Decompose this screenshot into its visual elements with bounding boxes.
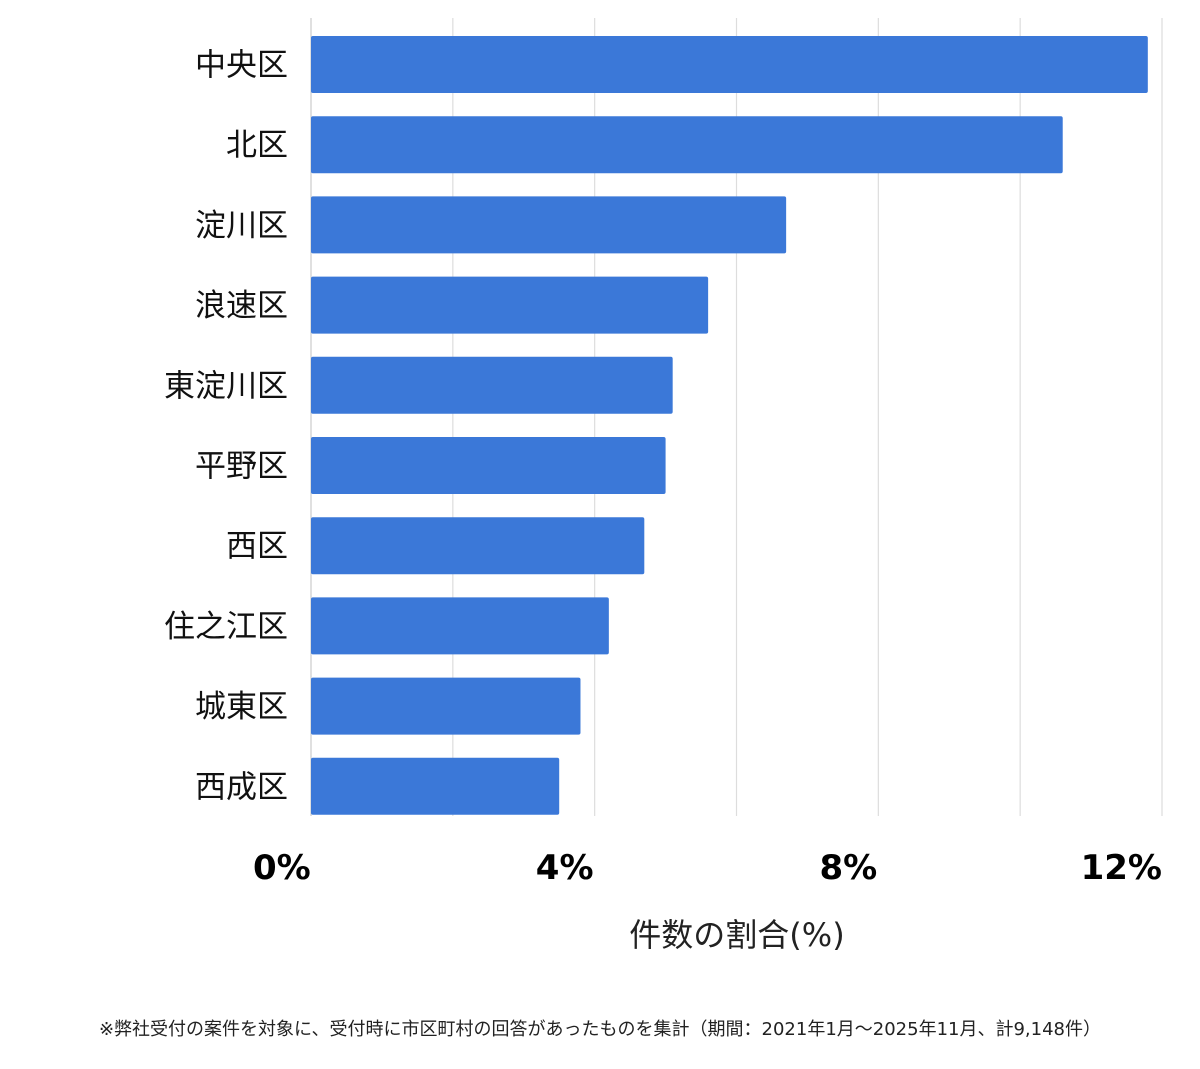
category-label: 住之江区: [164, 609, 288, 645]
x-tick-label: 8%: [819, 848, 877, 888]
bar-5: [311, 356, 673, 414]
category-label: 淀川区: [195, 208, 288, 244]
x-tick-label: 0%: [253, 848, 311, 888]
x-axis-title: 件数の割合(%): [629, 916, 844, 954]
x-tick-label: 4%: [536, 848, 594, 888]
category-label: 西区: [226, 529, 288, 565]
bar-8: [311, 597, 609, 655]
x-tick-label: 12%: [1081, 848, 1162, 888]
category-label: 城東区: [195, 689, 288, 725]
category-label: 浪速区: [195, 288, 288, 324]
bar-9: [311, 677, 581, 735]
bar-7: [311, 517, 645, 575]
bar-4: [311, 276, 709, 334]
bar-2: [311, 116, 1063, 174]
bar-3: [311, 196, 787, 254]
x-axis-tick-labels: 0% 4% 8% 12%: [253, 848, 1162, 888]
category-label: 東淀川区: [164, 368, 288, 404]
bars: [311, 36, 1148, 815]
category-label: 平野区: [195, 449, 288, 485]
bar-6: [311, 437, 666, 494]
bar-1: [311, 36, 1148, 93]
footnote: ※弊社受付の案件を対象に、受付時に市区町村の回答があったものを集計（期間：202…: [99, 1019, 1101, 1040]
category-label: 中央区: [195, 48, 288, 84]
category-label: 西成区: [195, 769, 288, 805]
bar-10: [311, 757, 560, 815]
category-label: 北区: [226, 128, 288, 164]
